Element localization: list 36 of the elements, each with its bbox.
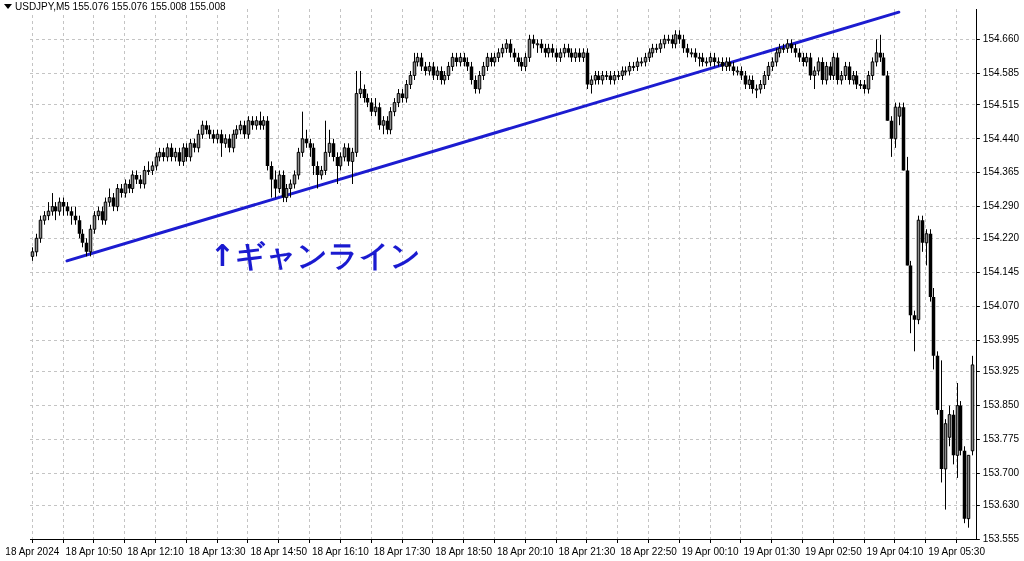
y-tick-label: 153.555 <box>982 532 1020 544</box>
x-tick-label: 18 Apr 17:30 <box>373 545 431 557</box>
candlestick <box>69 206 74 226</box>
x-tick-label: 19 Apr 05:30 <box>928 545 986 557</box>
x-tick-label: 18 Apr 18:50 <box>435 545 493 557</box>
y-tick-label: 153.775 <box>982 433 1020 445</box>
x-tick-label: 18 Apr 14:50 <box>250 545 308 557</box>
y-tick-label: 153.925 <box>982 365 1020 377</box>
y-tick-label: 154.440 <box>982 132 1020 144</box>
x-tick-label: 19 Apr 01:30 <box>743 545 801 557</box>
y-tick-label: 154.145 <box>982 265 1020 277</box>
y-tick-label: 154.515 <box>982 98 1020 110</box>
y-tick-label: 153.995 <box>982 333 1020 345</box>
y-tick-label: 154.660 <box>982 33 1020 45</box>
annotation: ↑ギャンライン <box>209 238 421 274</box>
x-tick-label: 18 Apr 10:50 <box>65 545 123 557</box>
y-tick-label: 153.630 <box>982 498 1020 510</box>
x-tick-label: 19 Apr 00:10 <box>681 545 739 557</box>
y-tick-label: 153.850 <box>982 399 1020 411</box>
y-tick-label: 154.070 <box>982 299 1020 311</box>
x-tick-label: 18 Apr 16:10 <box>312 545 370 557</box>
x-tick-label: 19 Apr 04:10 <box>866 545 924 557</box>
y-tick-label: 154.220 <box>982 232 1020 244</box>
x-tick-label: 18 Apr 22:50 <box>620 545 678 557</box>
x-tick-label: 18 Apr 21:30 <box>558 545 616 557</box>
y-tick-label: 154.585 <box>982 66 1020 78</box>
y-tick-label: 154.365 <box>982 166 1020 178</box>
candlestick <box>273 169 278 199</box>
x-tick-label: 18 Apr 13:30 <box>188 545 246 557</box>
x-tick-label: 18 Apr 20:10 <box>496 545 555 557</box>
x-tick-label: 19 Apr 02:50 <box>805 545 863 557</box>
chart-title: USDJPY,M5 155.076 155.076 155.008 155.008 <box>15 1 226 12</box>
x-tick-label: 18 Apr 12:10 <box>127 545 185 557</box>
y-tick-label: 154.290 <box>982 200 1020 212</box>
x-tick-label: 18 Apr 2024 <box>5 545 60 557</box>
y-tick-label: 153.700 <box>982 467 1020 479</box>
